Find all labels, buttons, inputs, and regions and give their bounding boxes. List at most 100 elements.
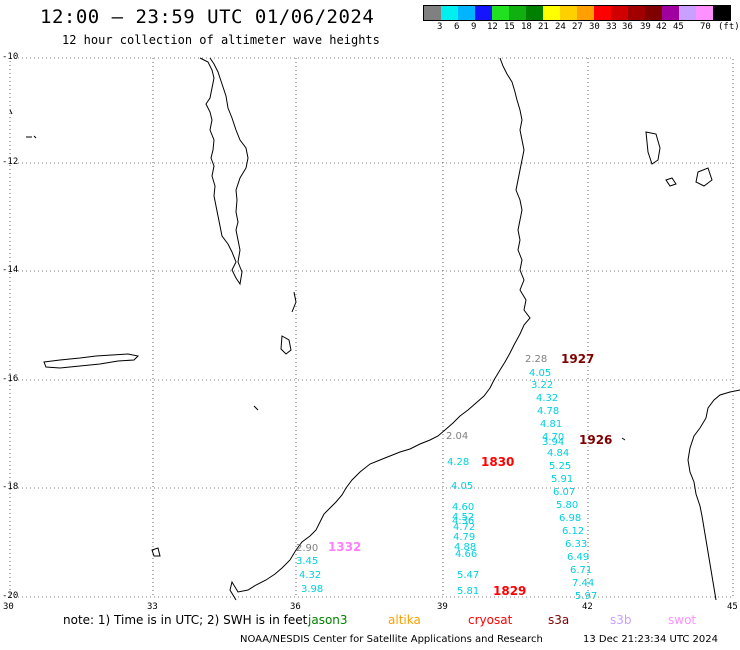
wave-height-label: 5.81 bbox=[457, 586, 480, 597]
wave-height-label: 6.49 bbox=[567, 552, 590, 563]
legend-label: 39 bbox=[640, 22, 651, 32]
legend-swatch-4 bbox=[492, 6, 509, 20]
wave-height-label: 7.44 bbox=[572, 578, 595, 589]
wave-height-label: 4.81 bbox=[540, 419, 563, 430]
legend-label: 6 bbox=[454, 22, 460, 32]
legend-swatch-8 bbox=[560, 6, 577, 20]
y-tick-label: -18 bbox=[2, 482, 19, 492]
wave-height-label: 4.78 bbox=[537, 406, 560, 417]
pass-time-label: 1927 bbox=[561, 352, 595, 366]
wave-height-label: 6.07 bbox=[553, 487, 576, 498]
wave-height-label: 4.72 bbox=[453, 522, 476, 533]
coastline-comoros-1 bbox=[645, 131, 661, 165]
legend-label: 30 bbox=[589, 22, 600, 32]
wave-height-label: 4.05 bbox=[529, 368, 552, 379]
y-tick-label: -12 bbox=[2, 157, 19, 167]
wave-height-label: 4.88 bbox=[454, 542, 477, 553]
wave-height-label: 6.98 bbox=[559, 513, 582, 524]
coastline-islet-3 bbox=[291, 291, 297, 313]
x-tick-label: 42 bbox=[582, 602, 593, 612]
wave-height-label: 2.90 bbox=[296, 543, 319, 554]
legend-label: 12 bbox=[487, 22, 498, 32]
wave-height-label: 5.25 bbox=[549, 461, 572, 472]
legend-swatch-7 bbox=[543, 6, 560, 20]
coastline-lake-malawi bbox=[199, 57, 249, 286]
coastline-lake-chilwa bbox=[280, 335, 292, 355]
coastline-islet-5 bbox=[151, 547, 161, 557]
coastline-comoros-3 bbox=[665, 177, 677, 187]
legend-label: 3 bbox=[437, 22, 443, 32]
wave-height-label: 4.84 bbox=[547, 448, 570, 459]
wave-height-label: 2.04 bbox=[446, 431, 469, 442]
pass-time-label: 1830 bbox=[481, 455, 515, 469]
legend-swatch-2 bbox=[458, 6, 475, 20]
legend-swatch-5 bbox=[509, 6, 526, 20]
legend-label: 33 bbox=[606, 22, 617, 32]
legend-swatch-9 bbox=[577, 6, 594, 20]
legend-label: 36 bbox=[622, 22, 633, 32]
legend-swatch-1 bbox=[441, 6, 458, 20]
wave-height-label: 4.28 bbox=[447, 457, 470, 468]
satellite-legend-s3a: s3a bbox=[548, 613, 570, 627]
wave-height-label: 6.33 bbox=[565, 539, 588, 550]
coastline bbox=[9, 57, 740, 601]
legend-swatch-0 bbox=[424, 6, 441, 20]
pass-time-label: 1829 bbox=[493, 584, 527, 598]
x-tick-label: 33 bbox=[147, 602, 158, 612]
legend-swatch-14 bbox=[662, 6, 679, 20]
wave-height-label: 5.80 bbox=[556, 500, 579, 511]
pass-time-label: 1332 bbox=[328, 540, 362, 554]
wave-height-label: 5.97 bbox=[575, 591, 598, 602]
wave-height-label: 4.60 bbox=[452, 502, 475, 513]
footer-note: note: 1) Time is in UTC; 2) SWH is in fe… bbox=[63, 613, 308, 627]
x-tick-label: 36 bbox=[290, 602, 301, 612]
legend-label: 45 bbox=[673, 22, 684, 32]
footer-timestamp: 13 Dec 21:23:34 UTC 2024 bbox=[583, 634, 718, 645]
wave-height-label: 4.32 bbox=[536, 393, 559, 404]
wave-height-label: 4.79 bbox=[453, 532, 476, 543]
wave-height-label: 4.32 bbox=[299, 570, 322, 581]
legend-label: (ft) bbox=[718, 22, 740, 32]
wave-height-label: 4.05 bbox=[451, 481, 474, 492]
satellite-legend-altika: altika bbox=[388, 613, 421, 627]
legend-swatch-15 bbox=[679, 6, 696, 20]
coastline-islet-2 bbox=[9, 109, 13, 115]
legend-label: 42 bbox=[656, 22, 667, 32]
legend-swatch-11 bbox=[611, 6, 628, 20]
legend-label: 15 bbox=[504, 22, 515, 32]
wave-height-label: 4.66 bbox=[455, 549, 478, 560]
legend-swatch-6 bbox=[526, 6, 543, 20]
wave-height-label: 3.94 bbox=[542, 437, 565, 448]
legend-swatch-17 bbox=[713, 6, 730, 20]
wave-height-label: 4.36 bbox=[452, 516, 475, 527]
coastline-lake-bangweulu bbox=[43, 353, 140, 369]
coastline-comoros-2 bbox=[695, 167, 713, 187]
legend-label: 9 bbox=[471, 22, 477, 32]
legend-label: 70 bbox=[700, 22, 711, 32]
y-tick-label: -16 bbox=[2, 374, 19, 384]
pass-time-label: 1926 bbox=[579, 433, 613, 447]
wave-height-label: 6.12 bbox=[562, 526, 585, 537]
wave-height-label: 2.28 bbox=[525, 354, 548, 365]
legend-swatch-3 bbox=[475, 6, 492, 20]
y-tick-label: -10 bbox=[2, 52, 19, 62]
legend-swatch-16 bbox=[696, 6, 713, 20]
coastline-islet-4 bbox=[253, 405, 259, 411]
y-tick-label: -14 bbox=[2, 265, 19, 275]
coastline-mainland bbox=[229, 57, 531, 601]
coastline-islet-6 bbox=[621, 437, 626, 441]
y-tick-label: -20 bbox=[2, 591, 19, 601]
x-tick-label: 45 bbox=[727, 602, 738, 612]
map-grid bbox=[9, 57, 734, 598]
coastline-madagascar bbox=[687, 389, 740, 601]
wave-height-label: 3.98 bbox=[301, 584, 324, 595]
legend-label: 18 bbox=[521, 22, 532, 32]
wave-height-label: 4.70 bbox=[542, 432, 565, 443]
x-tick-label: 39 bbox=[437, 602, 448, 612]
map-title: 12:00 — 23:59 UTC 01/06/2024 bbox=[40, 6, 375, 28]
wave-height-label: 5.47 bbox=[457, 570, 480, 581]
legend-label: 27 bbox=[572, 22, 583, 32]
map-subtitle: 12 hour collection of altimeter wave hei… bbox=[62, 33, 380, 47]
coastline-islet-1 bbox=[26, 135, 37, 139]
